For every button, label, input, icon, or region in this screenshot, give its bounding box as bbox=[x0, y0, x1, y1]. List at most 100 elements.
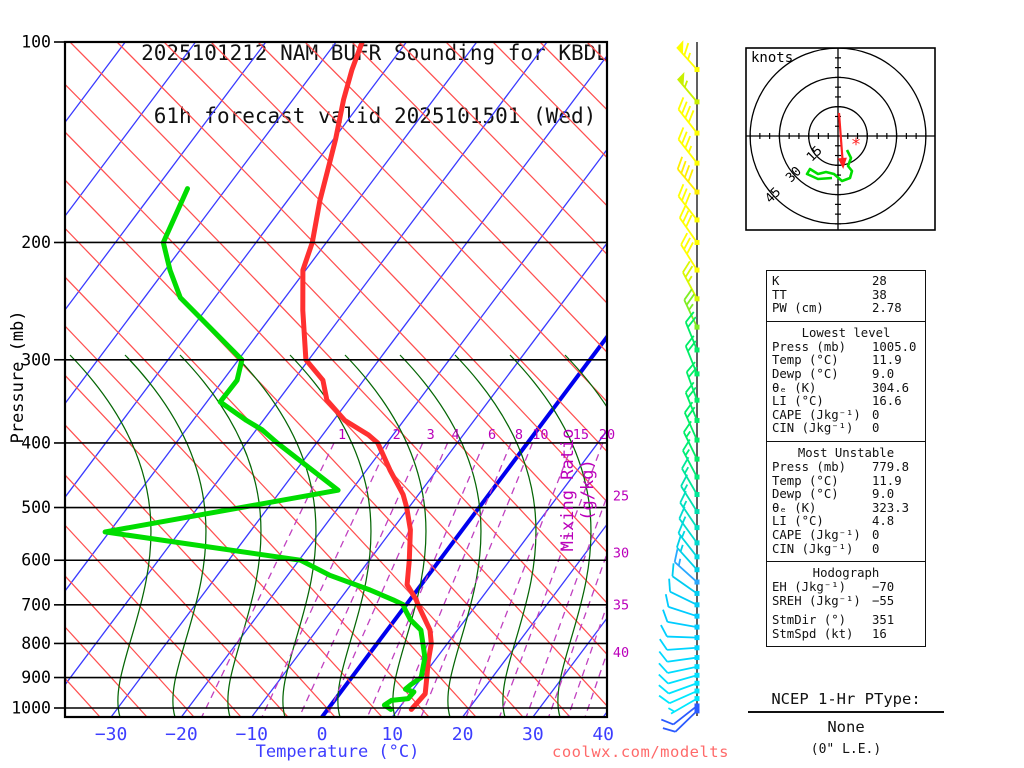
wind-barb-column bbox=[658, 40, 700, 733]
wind-barb bbox=[658, 680, 700, 695]
wind-barb bbox=[677, 72, 700, 105]
barb-full bbox=[684, 105, 692, 119]
mixing-ratio-label: 15 bbox=[573, 427, 589, 443]
barb-full bbox=[678, 205, 687, 219]
stat-row: StmSpd (kt) 16 bbox=[772, 627, 920, 642]
dry-adiabat-line bbox=[65, 524, 242, 717]
moist-adiabat-line bbox=[1005, 355, 1024, 717]
barb-full bbox=[687, 316, 697, 328]
barb-full bbox=[676, 534, 682, 548]
stat-label: SREH (Jkg⁻¹) bbox=[772, 593, 861, 608]
barb-full bbox=[677, 520, 685, 534]
stat-label: K bbox=[772, 274, 780, 288]
wind-barb bbox=[680, 474, 700, 515]
lowest-level-section: Lowest level Press (mb) 1005.0 Temp (°C) 11… bbox=[767, 320, 925, 441]
stat-value: 2.78 bbox=[872, 301, 902, 316]
stat-row: SREH (Jkg⁻¹) −55 bbox=[772, 593, 920, 609]
dry-adiabat-line bbox=[69, 42, 607, 604]
barb-full bbox=[687, 169, 694, 183]
stat-row: θₑ (K) 304.6 bbox=[772, 381, 920, 396]
pressure-tick-label: 400 bbox=[21, 433, 51, 452]
mixing-ratio-label: 4 bbox=[452, 427, 460, 443]
barb-staff bbox=[671, 575, 698, 595]
barb-pennant bbox=[676, 40, 684, 54]
barb-half bbox=[687, 145, 693, 153]
barb-full bbox=[681, 188, 688, 201]
mixing-ratio-label: 1 bbox=[338, 427, 346, 443]
storm-motion-arrowhead bbox=[837, 157, 847, 169]
pressure-axis-label: Pressure (mb) bbox=[8, 310, 28, 444]
mixing-ratio-label: 25 bbox=[613, 489, 629, 505]
wind-barb bbox=[679, 490, 700, 531]
mixing-ratio-line bbox=[465, 442, 574, 717]
barb-staff bbox=[667, 674, 698, 685]
barb-staff bbox=[667, 646, 698, 651]
moist-adiabat-line bbox=[950, 355, 1024, 717]
barb-full bbox=[659, 638, 668, 651]
wind-barb bbox=[684, 311, 700, 353]
stat-label: Press (mb) bbox=[772, 339, 847, 354]
moist-adiabat-line bbox=[620, 355, 701, 717]
barb-full bbox=[685, 335, 695, 347]
dry-adiabat-line bbox=[492, 42, 607, 159]
pressure-tick-label: 1000 bbox=[11, 699, 51, 718]
mixing-ratio-line bbox=[548, 551, 607, 717]
most-unstable-section: Most Unstable Press (mb) 779.8 Temp (°C) 11… bbox=[767, 440, 925, 561]
barb-full bbox=[687, 340, 697, 352]
barb-full bbox=[677, 127, 685, 140]
dry-adiabat-line bbox=[257, 42, 607, 403]
stat-label: θₑ (K) bbox=[772, 500, 817, 515]
barb-full bbox=[684, 192, 692, 206]
dry-adiabat-line bbox=[210, 42, 607, 453]
pressure-tick-label: 800 bbox=[21, 634, 51, 653]
mixing-ratio-label: 35 bbox=[613, 597, 629, 613]
barb-full bbox=[680, 160, 687, 174]
barb-half bbox=[687, 275, 693, 283]
stat-row: CAPE (Jkg⁻¹) 0 bbox=[772, 408, 920, 423]
mixing-ratio-line bbox=[498, 442, 604, 717]
barb-half bbox=[687, 52, 691, 60]
barb-full bbox=[658, 694, 671, 704]
wind-barb bbox=[660, 624, 700, 641]
stat-label: PW (cm) bbox=[772, 301, 824, 316]
pressure-tick-label: 600 bbox=[21, 551, 51, 570]
mixing-ratio-line bbox=[525, 494, 607, 717]
barb-full bbox=[684, 265, 694, 278]
wind-barb bbox=[659, 638, 700, 651]
barb-full bbox=[685, 214, 693, 228]
dry-adiabat-line bbox=[65, 575, 195, 717]
pressure-tick-label: 900 bbox=[21, 668, 51, 687]
barb-full bbox=[683, 237, 691, 250]
mixing-ratio-label: 3 bbox=[427, 427, 435, 443]
dry-adiabat-line bbox=[65, 227, 524, 717]
wind-barb bbox=[683, 288, 700, 330]
barb-staff bbox=[674, 710, 698, 733]
pressure-tick-label: 200 bbox=[21, 233, 51, 252]
wind-barb bbox=[677, 183, 700, 223]
temp-tick-label: 20 bbox=[452, 724, 474, 745]
wind-barb bbox=[658, 672, 700, 685]
pressure-tick-label: 300 bbox=[21, 350, 51, 369]
mixing-ratio-label: 10 bbox=[532, 427, 548, 443]
stat-row: Temp (°C) 11.9 bbox=[772, 474, 920, 489]
barb-staff bbox=[668, 606, 698, 618]
wind-barb bbox=[671, 563, 700, 596]
mixing-ratio-line bbox=[584, 650, 607, 717]
dry-adiabat-line bbox=[445, 42, 607, 207]
barb-full bbox=[686, 242, 694, 255]
hodograph-trace bbox=[805, 149, 854, 183]
temp-tick-label: 0 bbox=[317, 724, 328, 745]
wind-barb bbox=[662, 708, 700, 733]
watermark-link[interactable]: coolwx.com/modelts bbox=[552, 743, 729, 761]
wind-barb bbox=[680, 232, 700, 273]
stat-value: 0 bbox=[872, 527, 880, 542]
stat-label: TT bbox=[772, 287, 787, 302]
stat-row: Press (mb) 779.8 bbox=[772, 460, 920, 475]
wind-barb bbox=[662, 609, 700, 630]
storm-motion-arrow bbox=[837, 112, 845, 167]
mixing-ratio-line bbox=[261, 442, 390, 717]
isotherm-line bbox=[65, 42, 407, 499]
stat-row: K 28 bbox=[772, 274, 920, 289]
wind-barb bbox=[667, 696, 700, 715]
